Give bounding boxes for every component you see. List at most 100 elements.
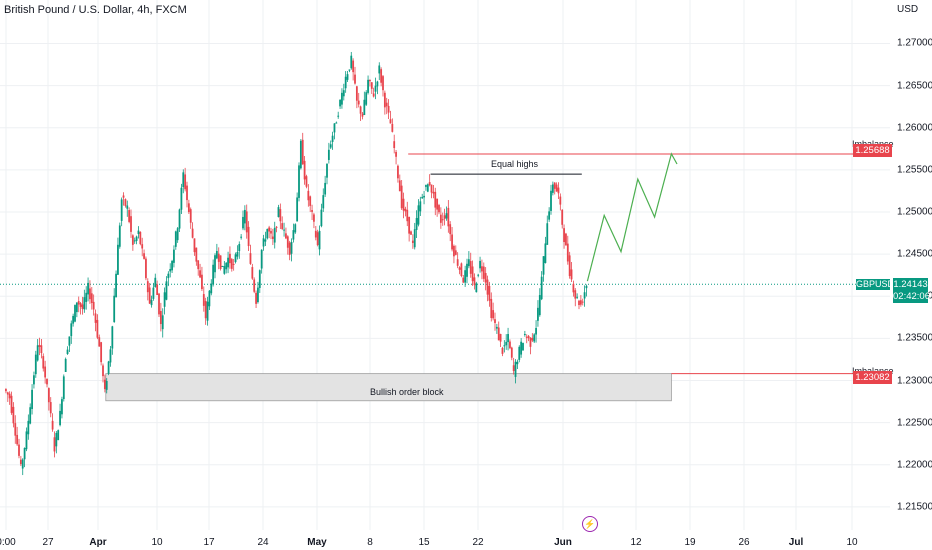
candle-body	[187, 203, 190, 213]
candle-body	[583, 292, 586, 299]
candle-body	[206, 301, 209, 321]
y-tick-label: 1.21500	[897, 501, 932, 513]
candle-body	[481, 266, 483, 272]
candle-body	[477, 274, 480, 276]
candle-body	[550, 190, 552, 211]
candle-body	[180, 187, 183, 210]
candle-body	[118, 225, 121, 247]
candle-body	[335, 122, 338, 124]
candle-body	[557, 187, 560, 194]
candle-body	[74, 305, 76, 322]
candle-body	[204, 300, 207, 319]
candle-body	[257, 287, 259, 303]
candle-body	[507, 334, 509, 343]
candle-body	[158, 293, 160, 315]
candle-body	[322, 195, 325, 209]
x-tick-label: 12	[630, 537, 642, 548]
candle-body	[551, 184, 554, 193]
candle-body	[146, 281, 149, 293]
candle-body	[193, 238, 196, 253]
candle-body	[174, 231, 177, 247]
candle-body	[447, 207, 450, 227]
candle-body	[533, 334, 536, 342]
candle-body	[21, 459, 24, 469]
candle-body	[303, 160, 306, 180]
candle-body	[266, 229, 269, 239]
candle-body	[186, 185, 188, 201]
candle-body	[443, 215, 446, 219]
candle-body	[268, 227, 271, 232]
candle-body	[191, 228, 194, 238]
candle-body	[59, 410, 61, 426]
candle-body	[490, 298, 493, 319]
candle-body	[395, 151, 397, 157]
candle-body	[574, 290, 577, 299]
candle-body	[33, 375, 35, 385]
candle-body	[277, 207, 280, 218]
candle-body	[361, 113, 364, 117]
candle-body	[260, 249, 263, 269]
candle-body	[542, 256, 545, 275]
candle-body	[348, 69, 351, 71]
x-tick-label: 8	[367, 537, 373, 548]
candle-body	[8, 393, 11, 399]
candle-body	[439, 214, 442, 223]
candle-body	[488, 285, 491, 301]
candle-body	[354, 74, 356, 84]
candle-body	[438, 205, 440, 213]
candle-body	[553, 182, 556, 189]
candle-body	[529, 337, 532, 347]
candle-body	[466, 263, 468, 277]
candle-body	[232, 263, 235, 265]
candle-body	[372, 93, 375, 97]
candle-body	[339, 99, 341, 107]
candle-body	[98, 337, 101, 347]
candle-body	[105, 380, 108, 390]
y-tick-label: 1.27000	[897, 37, 932, 49]
candle-body	[189, 209, 192, 223]
candle-body	[318, 230, 321, 250]
candle-body	[115, 273, 117, 298]
candle-body	[83, 297, 86, 310]
candle-body	[561, 209, 564, 225]
candle-body	[538, 295, 541, 316]
candle-body	[337, 115, 340, 117]
candle-body	[55, 432, 58, 447]
candle-body	[184, 174, 187, 190]
candle-body	[451, 234, 453, 250]
candle-body	[290, 242, 293, 254]
candle-body	[369, 79, 371, 82]
x-tick-label: May	[307, 537, 327, 548]
candle-body	[441, 219, 444, 221]
candle-body	[393, 141, 396, 149]
currency-label: USD	[897, 4, 919, 15]
candle-body	[40, 345, 43, 354]
candle-body	[458, 267, 461, 270]
x-tick-label: 17	[203, 537, 215, 548]
candle-body	[197, 260, 200, 270]
candle-body	[456, 259, 459, 266]
candle-body	[413, 229, 416, 248]
x-tick-label: Jun	[554, 537, 572, 548]
candle-body	[469, 261, 472, 274]
candle-body	[36, 345, 39, 361]
candle-body	[430, 184, 433, 193]
candle-body	[64, 358, 67, 372]
candle-body	[299, 140, 302, 169]
candle-body	[270, 230, 272, 234]
candle-body	[201, 274, 203, 290]
candle-body	[298, 165, 300, 198]
candle-body	[89, 288, 91, 300]
candle-body	[273, 227, 276, 243]
candle-body	[324, 182, 327, 195]
lightning-icon[interactable]: ⚡	[582, 516, 598, 532]
candle-body	[572, 283, 575, 293]
candle-body	[311, 210, 313, 212]
candle-body	[525, 336, 528, 338]
candle-body	[585, 285, 588, 289]
candle-body	[249, 253, 252, 264]
candle-body	[70, 323, 73, 337]
candle-body	[421, 196, 424, 199]
